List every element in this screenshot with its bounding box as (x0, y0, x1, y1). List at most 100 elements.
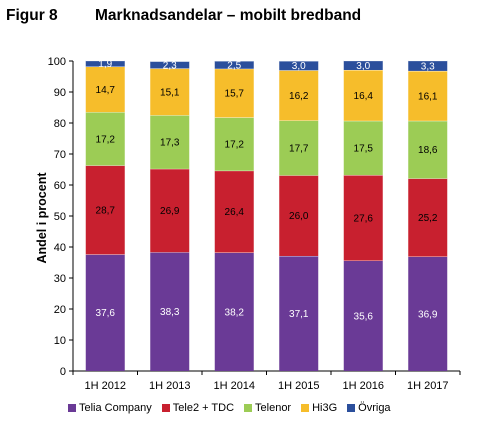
legend-swatch (301, 404, 310, 412)
data-label: 26,0 (289, 211, 309, 222)
legend-item: Övriga (347, 402, 391, 414)
data-label: 1,9 (98, 59, 112, 70)
data-label: 35,6 (354, 311, 374, 322)
legend-swatch (161, 404, 170, 412)
data-label: 15,1 (160, 87, 180, 98)
bar-segment (150, 68, 190, 116)
bar-segment (343, 69, 383, 121)
data-label: 17,7 (289, 143, 309, 154)
chart-axes: 0 10 20 30 40 50 60 70 80 90 100 1H 2012 1H 2013 1H 2… (48, 56, 461, 392)
data-label: 26,4 (225, 207, 245, 218)
data-label: 15,7 (225, 89, 245, 100)
stacked-bar-chart: 0 10 20 30 40 50 60 70 80 90 100 1H 2012 1H 2013 1H 2… (35, 56, 461, 392)
legend-swatch (347, 404, 356, 412)
data-label: 3,0 (292, 61, 306, 72)
data-label: 17,3 (160, 138, 180, 149)
data-label: 3,3 (421, 61, 435, 72)
x-tick-label: 1H 2012 (84, 380, 126, 392)
legend-swatch (244, 404, 253, 412)
bar-segment (279, 175, 319, 256)
x-tick-label: 1H 2014 (213, 380, 255, 392)
data-label: 17,2 (225, 140, 245, 151)
data-label: 36,9 (418, 309, 438, 320)
y-tick-label: 30 (54, 273, 66, 285)
y-tick-label: 100 (48, 56, 66, 68)
figure-title: Marknadsandelar – mobilt bredband (95, 7, 362, 24)
data-label: 16,2 (289, 91, 309, 102)
legend-swatch (68, 404, 76, 412)
bar-segment (85, 112, 125, 166)
x-tick-label: 1H 2015 (278, 380, 320, 392)
bar-segment (214, 252, 254, 371)
data-label: 17,5 (354, 143, 374, 154)
figure-header: Figur 8 Marknadsandelar – mobilt bredband (6, 7, 361, 25)
y-tick-label: 90 (54, 87, 66, 99)
bar-segment (214, 61, 254, 69)
bar-segment (150, 115, 190, 169)
bar-segment (343, 175, 383, 261)
data-label: 38,3 (160, 307, 180, 318)
bar-segment (279, 120, 319, 176)
chart-data-labels: 37,6 28,7 17,2 14,7 1,9 38,3 26,9 17,3 15,1 2,3 38… (96, 59, 438, 322)
legend-item: Telenor (244, 402, 291, 414)
legend-label: Telenor (255, 402, 292, 414)
y-tick-label: 70 (54, 149, 66, 161)
bar-segment (85, 60, 125, 67)
y-tick-label: 40 (54, 242, 66, 254)
bar-segment (85, 254, 125, 371)
data-label: 3,0 (356, 61, 370, 72)
y-axis-label: Andel i procent (35, 172, 49, 264)
bar-segment (150, 61, 190, 69)
data-label: 37,1 (289, 309, 309, 320)
y-tick-label: 20 (54, 304, 66, 316)
bar-segment (279, 61, 319, 71)
data-label: 38,2 (225, 307, 245, 318)
bar-segment (343, 60, 383, 70)
legend-item: Telia Company (68, 402, 152, 414)
data-label: 18,6 (418, 145, 438, 156)
bar-segment (214, 117, 254, 171)
legend-item: Tele2 + TDC (161, 402, 234, 414)
data-label: 2,3 (163, 60, 177, 71)
data-label: 14,7 (96, 85, 116, 96)
bar-segment (214, 170, 254, 253)
bar-segment (214, 68, 254, 118)
bar-segment (279, 70, 319, 121)
bar-segment (150, 252, 190, 371)
bar-segment (343, 120, 383, 176)
data-label: 2,5 (227, 60, 241, 71)
bar-segment (279, 255, 319, 371)
legend-item: Hi3G (301, 402, 337, 414)
bar-segment (408, 120, 448, 179)
y-tick-label: 10 (54, 335, 66, 347)
x-tick-label: 1H 2013 (149, 380, 191, 392)
figure-number: Figur 8 (6, 7, 58, 24)
chart-legend: Telia Company Tele2 + TDC Telenor Hi3G Övrig… (68, 402, 401, 414)
bar-segment (408, 178, 448, 257)
data-label: 25,2 (418, 213, 438, 224)
x-tick-label: 1H 2016 (342, 380, 384, 392)
bar-segment (85, 165, 125, 255)
data-label: 26,9 (160, 206, 180, 217)
bar-segment (408, 60, 448, 71)
data-label: 27,6 (354, 213, 374, 224)
data-label: 17,2 (96, 134, 116, 145)
data-label: 16,4 (354, 91, 374, 102)
bar-segment (85, 66, 125, 113)
bar-segment (408, 70, 448, 121)
y-tick-label: 60 (54, 180, 66, 192)
data-label: 16,1 (418, 91, 438, 102)
data-label: 37,6 (96, 308, 116, 319)
bar-segment (408, 256, 448, 371)
chart-bars (85, 60, 448, 371)
bar-segment (150, 168, 190, 253)
y-tick-label: 50 (54, 211, 66, 223)
y-tick-label: 80 (54, 118, 66, 130)
x-tick-label: 1H 2017 (407, 380, 449, 392)
legend-label: Hi3G (312, 402, 338, 414)
legend-label: Telia Company (79, 402, 152, 414)
data-label: 28,7 (96, 205, 116, 216)
bar-segment (343, 260, 383, 371)
legend-label: Övriga (358, 402, 391, 414)
y-tick-label: 0 (60, 366, 66, 378)
